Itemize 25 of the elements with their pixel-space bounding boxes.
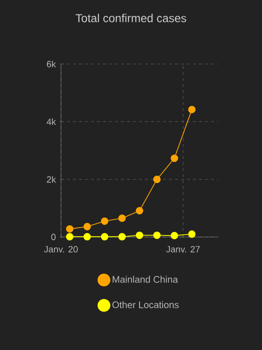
x-tick-label: Janv. 20 bbox=[44, 246, 78, 252]
y-tick-label: 0 bbox=[51, 234, 56, 240]
point bbox=[170, 154, 178, 162]
legend-label: Mainland China bbox=[112, 276, 178, 283]
point bbox=[66, 233, 74, 240]
point bbox=[136, 207, 144, 214]
point bbox=[118, 233, 126, 240]
y-tick-label: 6k bbox=[46, 60, 56, 68]
point bbox=[188, 106, 196, 114]
y-tick-label: 2k bbox=[46, 176, 56, 183]
point bbox=[136, 232, 144, 239]
y-tick-label: 4k bbox=[46, 118, 56, 125]
chart-title: Total confirmed cases bbox=[76, 14, 186, 22]
point bbox=[153, 176, 161, 184]
legend-label: Other Locations bbox=[112, 301, 179, 308]
point bbox=[153, 232, 161, 239]
point bbox=[118, 214, 126, 222]
point bbox=[100, 233, 108, 240]
x-tick-label: Janv. 27 bbox=[166, 246, 200, 252]
point bbox=[100, 217, 108, 225]
point bbox=[188, 230, 196, 238]
point bbox=[83, 233, 91, 240]
point bbox=[83, 222, 91, 230]
point bbox=[66, 225, 74, 233]
point bbox=[170, 232, 178, 240]
